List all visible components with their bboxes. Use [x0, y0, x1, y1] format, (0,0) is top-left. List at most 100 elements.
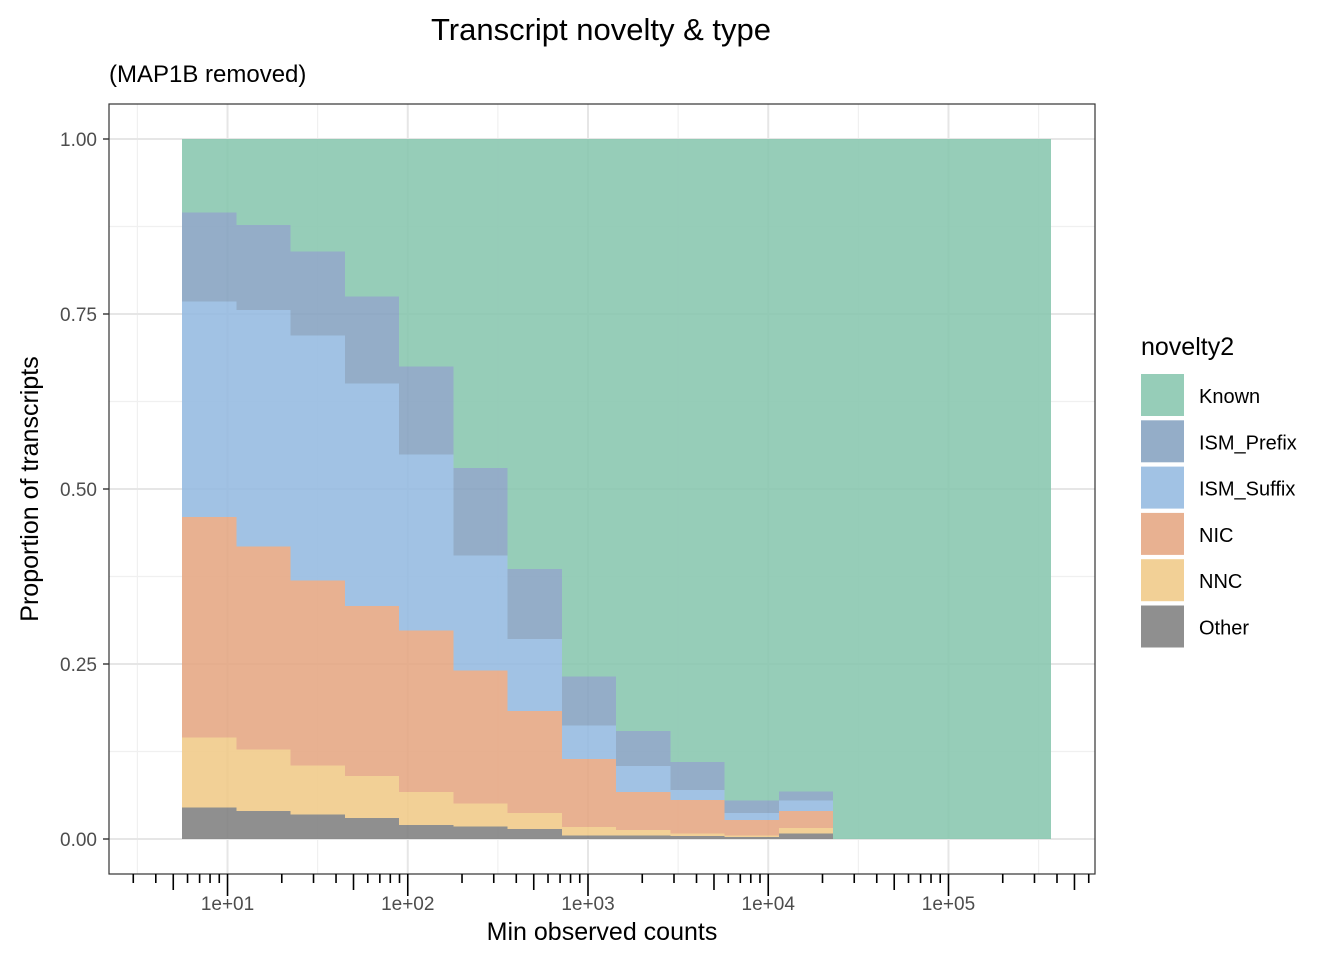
bar-other	[236, 811, 291, 839]
legend-item-ism-suffix: ISM_Suffix	[1141, 466, 1295, 509]
bar-ism-prefix	[615, 731, 671, 767]
legend-swatch	[1141, 420, 1184, 463]
bar-known	[182, 139, 237, 213]
bar-known	[833, 139, 1051, 839]
x-axis: 1e+01 1e+02 1e+03 1e+04 1e+05	[132, 874, 1090, 915]
bar-ism-prefix	[236, 225, 291, 310]
bar-nnc	[236, 749, 291, 811]
bar-ism-prefix	[507, 568, 562, 639]
bar-ism-suffix	[344, 383, 400, 606]
series-known	[182, 139, 1051, 839]
y-tick-label: 0.25	[60, 655, 97, 676]
legend-swatch	[1141, 374, 1184, 416]
series-ism-suffix	[182, 301, 834, 821]
bar-ism-suffix	[670, 790, 725, 800]
series-nic	[182, 517, 834, 836]
bar-ism-prefix	[670, 762, 725, 790]
bar-known	[453, 139, 508, 468]
bar-ism-prefix	[344, 296, 400, 384]
bar-known	[670, 139, 725, 762]
bar-ism-suffix	[507, 638, 562, 711]
series-other	[182, 807, 834, 839]
legend-item-nic: NIC	[1141, 512, 1233, 555]
bar-other	[290, 814, 345, 839]
legend-item-known: Known	[1141, 374, 1260, 416]
bar-nic	[724, 820, 779, 836]
bar-nic	[344, 605, 400, 776]
bar-ism-suffix	[778, 800, 834, 811]
bar-ism-prefix	[399, 366, 454, 455]
plot-panel	[108, 103, 1096, 875]
bar-nnc	[507, 813, 562, 830]
legend-swatch	[1141, 466, 1184, 509]
bar-nnc	[561, 827, 616, 836]
legend-swatch	[1141, 512, 1184, 555]
bar-nnc	[670, 833, 725, 837]
bar-ism-suffix	[290, 335, 345, 581]
legend: novelty2 Known ISM_Prefix ISM_Suffix NIC NNC…	[1141, 333, 1297, 648]
bar-ism-suffix	[236, 309, 291, 547]
bar-known	[778, 139, 834, 792]
bar-nic	[290, 580, 345, 766]
x-tick-label: 1e+02	[381, 894, 434, 915]
bar-other	[182, 807, 237, 839]
bar-ism-suffix	[399, 454, 454, 631]
legend-item-nnc: NNC	[1141, 559, 1242, 602]
bar-ism-suffix	[724, 813, 779, 821]
bar-nnc	[182, 737, 237, 808]
bar-known	[724, 139, 779, 801]
bar-other	[453, 826, 508, 839]
legend-label: Other	[1199, 618, 1249, 640]
bar-ism-prefix	[561, 676, 616, 726]
bar-other	[561, 835, 616, 839]
legend-label: ISM_Prefix	[1199, 432, 1297, 454]
bar-ism-suffix	[561, 725, 616, 760]
x-tick-label: 1e+03	[561, 894, 614, 915]
bar-other	[399, 825, 454, 839]
bar-known	[290, 139, 345, 252]
x-tick-label: 1e+05	[922, 894, 975, 915]
bar-nic	[561, 759, 616, 828]
bar-nic	[615, 792, 671, 830]
bar-other	[507, 829, 562, 839]
y-tick-label: 0.75	[60, 305, 97, 326]
bar-nnc	[778, 827, 834, 834]
bar-known	[399, 139, 454, 367]
bar-other	[724, 836, 779, 839]
x-tick-label: 1e+01	[201, 894, 254, 915]
legend-item-ism-prefix: ISM_Prefix	[1141, 420, 1297, 463]
bar-nnc	[344, 776, 400, 818]
histogram-bars	[182, 139, 1051, 839]
bar-nic	[236, 546, 291, 750]
y-tick-label: 1.00	[60, 130, 97, 151]
y-tick-label: 0.50	[60, 480, 97, 501]
bar-ism-prefix	[290, 251, 345, 336]
y-axis-label: Proportion of transcripts	[16, 356, 44, 621]
bar-ism-prefix	[182, 212, 237, 302]
legend-label: ISM_Suffix	[1199, 479, 1295, 501]
bar-other	[344, 818, 400, 839]
bar-ism-prefix	[453, 468, 508, 556]
legend-title: novelty2	[1141, 333, 1234, 361]
y-axis: 0.00 0.25 0.50 0.75 1.00	[60, 130, 109, 851]
bar-known	[344, 139, 400, 297]
bar-nic	[670, 799, 725, 834]
legend-swatch	[1141, 605, 1184, 648]
bar-nnc	[399, 792, 454, 825]
legend-label: NNC	[1199, 571, 1242, 593]
series-ism-prefix	[182, 212, 834, 814]
bar-known	[236, 139, 291, 226]
bar-other	[670, 836, 725, 839]
bar-nic	[182, 517, 237, 738]
chart-title: Transcript novelty & type	[431, 12, 771, 47]
bar-known	[507, 139, 562, 569]
legend-item-other: Other	[1141, 605, 1249, 648]
bar-ism-prefix	[724, 800, 779, 814]
bar-nnc	[724, 835, 779, 837]
bar-known	[615, 139, 671, 732]
x-tick-label: 1e+04	[742, 894, 796, 915]
bar-other	[615, 835, 671, 839]
series-nnc	[182, 737, 834, 837]
bar-nic	[507, 710, 562, 814]
